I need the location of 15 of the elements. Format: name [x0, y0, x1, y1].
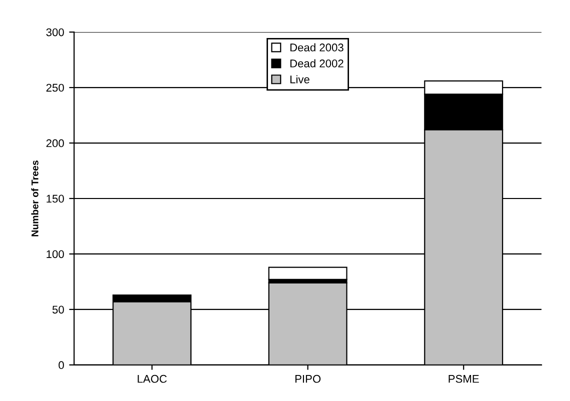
bar	[268, 266, 348, 280]
y-tick-label: 100	[46, 250, 64, 258]
x-tick-label: LAOC	[138, 374, 167, 383]
legend-label: Live	[290, 75, 310, 84]
y-tick-label: 250	[46, 84, 64, 92]
x-tick-label: PSME	[448, 374, 479, 383]
y-tick-label: 150	[46, 194, 64, 203]
legend-label: Dead 2003	[290, 43, 344, 52]
y-axis-title: Number of Trees	[31, 160, 38, 236]
legend-label: Dead 2002	[290, 59, 344, 68]
y-tick-label: 200	[46, 139, 64, 148]
y-tick-label: 50	[52, 306, 64, 314]
y-tick-label: 0	[58, 361, 64, 370]
y-tick-label: 300	[46, 28, 64, 36]
x-tick-label: PIPO	[295, 374, 321, 383]
